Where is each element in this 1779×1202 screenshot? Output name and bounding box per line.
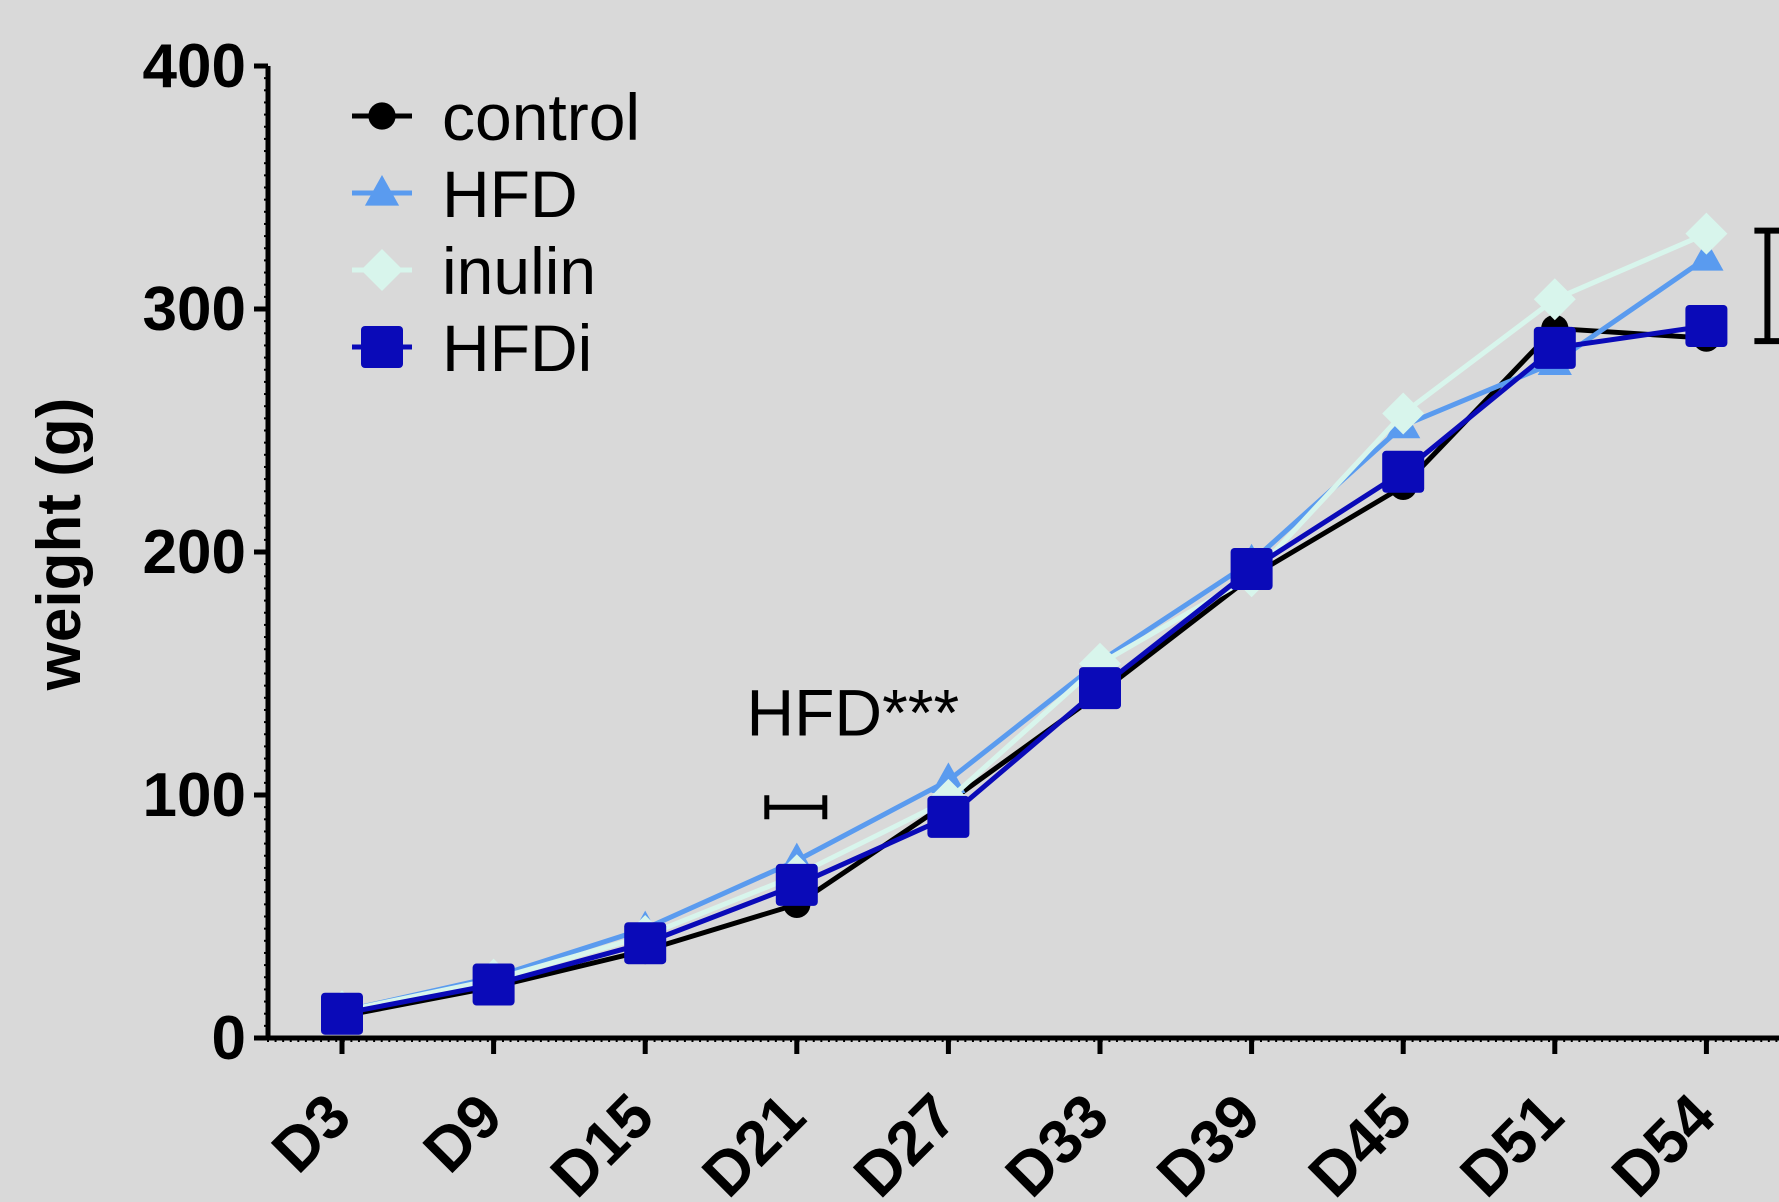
y-tick-label: 400 [143,32,246,101]
data-point-inulin [1685,212,1728,255]
data-point-HFDi [1382,450,1425,493]
y-tick-label: 200 [143,518,246,587]
data-point-HFDi [624,922,667,965]
legend-marker [368,102,396,130]
annotation-label: HFD*** [746,675,959,749]
data-point-HFDi [472,963,515,1006]
annotations: HFD*** [746,227,1779,820]
legend-item-control: control [352,80,640,154]
y-tick-label: 0 [212,1004,246,1073]
data-point-HFD [931,762,966,794]
legend-marker [364,175,400,206]
y-tick-label: 300 [143,275,246,344]
data-point-HFDi [1230,548,1273,591]
data-point-HFD [1689,239,1724,271]
series-line-inulin [341,231,1708,1014]
legend-marker [361,249,403,291]
y-tick-label: 100 [143,761,246,830]
y-axis-title: weight (g) [25,398,94,692]
series-line-HFD [341,255,1708,1014]
data-point-HFDi [1685,305,1728,348]
legend-marker [361,326,403,368]
legend-label: inulin [442,234,596,308]
series-HFDi [321,305,1728,1035]
legend-label: control [442,80,640,154]
legend-label: HFD [442,157,578,231]
data-point-HFDi [321,992,363,1035]
data-point-HFDi [927,795,970,838]
data-point-HFDi [1533,326,1576,369]
annotation-range-marker [764,795,828,820]
legend-item-inulin: inulin [352,234,596,308]
significance-bracket [1754,227,1779,345]
series-line-HFDi [341,323,1707,1017]
legend-label: HFDi [442,311,592,385]
data-point-HFDi [775,863,818,906]
legend-item-HFD: HFD [352,157,578,231]
data-point-inulin [1382,392,1425,435]
data-point-inulin [1533,278,1576,321]
data-point-HFDi [1079,667,1121,710]
series-group [321,212,1728,1035]
legend-item-HFDi: HFDi [352,311,592,385]
